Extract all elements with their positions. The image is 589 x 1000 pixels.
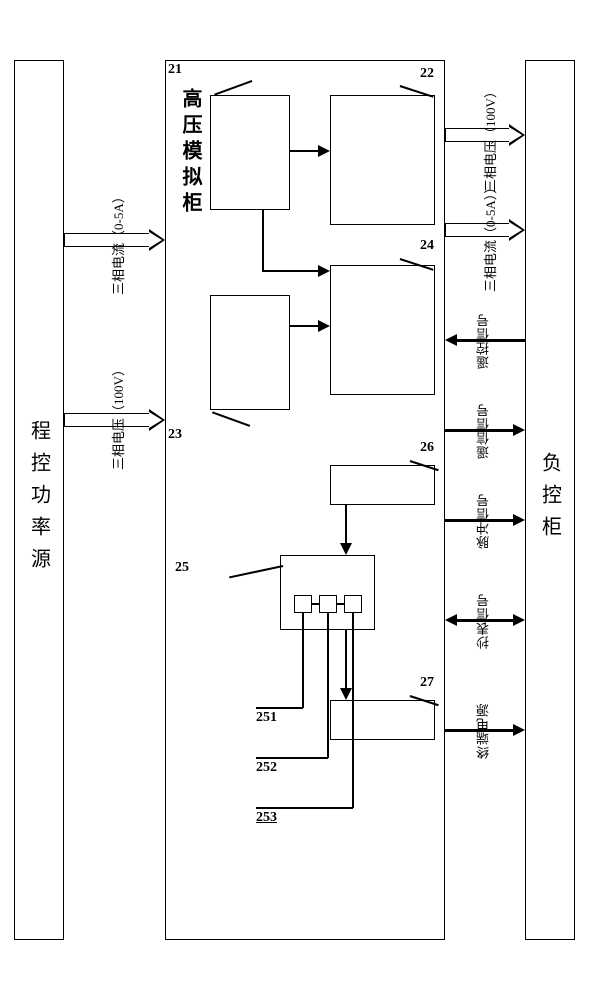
- right-box-label: 负控柜: [536, 452, 565, 548]
- arrow-21-24-h: [262, 270, 320, 272]
- right-arrow-6-label: 抄表信号: [474, 593, 493, 649]
- left-arrow-2: [64, 413, 149, 427]
- right-arrow-6-rhead: [513, 614, 525, 626]
- arrow-25-27-line: [345, 630, 347, 688]
- num-24: 24: [420, 238, 434, 254]
- right-arrow-7-label: 终端电源: [474, 703, 493, 759]
- wire-252-253: [337, 603, 344, 605]
- arrow-21-22-head: [318, 145, 330, 157]
- box-27: [330, 700, 435, 740]
- leader-253h: [256, 807, 353, 809]
- num-252: 252: [256, 760, 277, 776]
- leader-251h: [256, 707, 303, 709]
- box-21: [210, 95, 290, 210]
- leader-253: [352, 613, 354, 808]
- right-arrow-4-label: 遥信信号: [474, 403, 493, 459]
- right-arrow-6-lhead: [445, 614, 457, 626]
- right-arrow-1-label: 三相电压（100V）: [480, 85, 499, 192]
- right-arrow-7-head: [513, 724, 525, 736]
- arrow-23-24-line: [290, 325, 320, 327]
- arrow-25-27-head: [340, 688, 352, 700]
- box-23: [210, 295, 290, 410]
- leader-252h: [256, 757, 328, 759]
- right-arrow-5-label: 脉冲信号: [474, 493, 493, 549]
- arrow-21-24-v: [262, 210, 264, 270]
- left-box: 程控功率源: [14, 60, 64, 940]
- right-arrow-3-label: 遥控信号: [474, 313, 493, 369]
- box-252: [319, 595, 337, 613]
- box-253: [344, 595, 362, 613]
- left-arrow-1: [64, 233, 149, 247]
- num-22: 22: [420, 66, 434, 82]
- center-box-label: 高压模拟柜: [176, 88, 205, 218]
- leader-252: [327, 613, 329, 758]
- box-26: [330, 465, 435, 505]
- num-253: 253: [256, 810, 277, 826]
- num-27: 27: [420, 675, 434, 691]
- box-251: [294, 595, 312, 613]
- arrow-23-24-head: [318, 320, 330, 332]
- leader-251: [302, 613, 304, 708]
- left-arrow-2-label: 三相电压（100V）: [108, 363, 127, 470]
- right-arrow-5-head: [513, 514, 525, 526]
- wire-251-252: [312, 603, 319, 605]
- left-arrow-1-label: 三相电流（0-5A）: [108, 190, 127, 295]
- num-21: 21: [168, 62, 182, 78]
- arrow-26-25-head: [340, 543, 352, 555]
- arrow-21-24-head: [318, 265, 330, 277]
- right-box: 负控柜: [525, 60, 575, 940]
- right-arrow-3-head: [445, 334, 457, 346]
- arrow-21-22-line: [290, 150, 320, 152]
- box-24: [330, 265, 435, 395]
- arrow-26-25-line: [345, 505, 347, 545]
- num-25: 25: [175, 560, 189, 576]
- num-26: 26: [420, 440, 434, 456]
- num-23: 23: [168, 427, 182, 443]
- left-box-label: 程控功率源: [25, 420, 54, 580]
- right-arrow-4-head: [513, 424, 525, 436]
- right-arrow-1: [445, 128, 509, 142]
- right-arrow-2: [445, 223, 509, 237]
- right-arrow-2-label: 三相电流（0-5A））: [480, 181, 499, 292]
- box-22: [330, 95, 435, 225]
- num-251: 251: [256, 710, 277, 726]
